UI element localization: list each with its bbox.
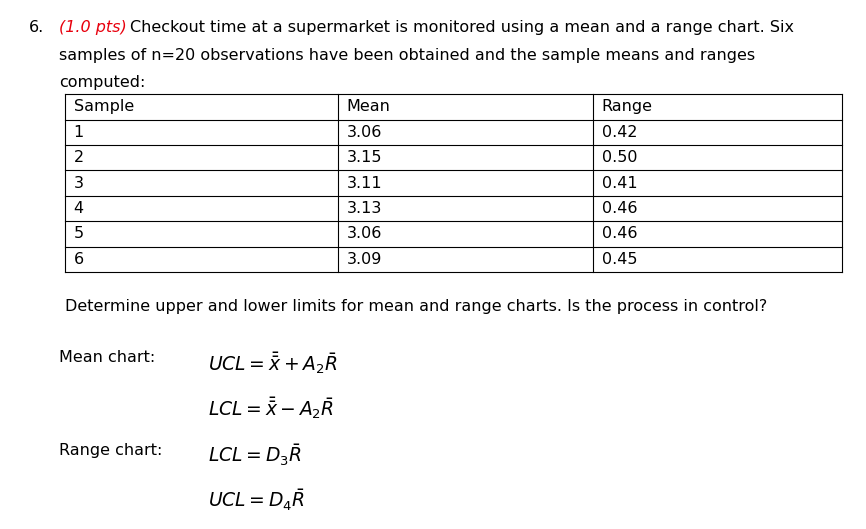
Text: 3.11: 3.11 <box>346 176 382 190</box>
Text: 3.06: 3.06 <box>346 125 382 140</box>
Text: 4: 4 <box>74 201 84 216</box>
Text: $LCL = D_3\bar{R}$: $LCL = D_3\bar{R}$ <box>208 443 301 469</box>
Text: 0.46: 0.46 <box>602 226 637 241</box>
Text: 0.41: 0.41 <box>602 176 637 190</box>
Text: 0.45: 0.45 <box>602 252 637 267</box>
Text: 6: 6 <box>74 252 84 267</box>
Text: Checkout time at a supermarket is monitored using a mean and a range chart. Six: Checkout time at a supermarket is monito… <box>130 20 794 34</box>
Text: 5: 5 <box>74 226 84 241</box>
Text: 3.15: 3.15 <box>346 150 382 165</box>
Text: Mean: Mean <box>346 99 391 114</box>
Text: Mean chart:: Mean chart: <box>59 350 155 364</box>
Text: $UCL = D_4\bar{R}$: $UCL = D_4\bar{R}$ <box>208 488 305 514</box>
Text: 3: 3 <box>74 176 84 190</box>
Text: $LCL = \bar{\bar{x}} - A_2\bar{R}$: $LCL = \bar{\bar{x}} - A_2\bar{R}$ <box>208 395 334 421</box>
Text: (1.0 pts): (1.0 pts) <box>59 20 126 34</box>
Text: 0.46: 0.46 <box>602 201 637 216</box>
Text: Determine upper and lower limits for mean and range charts. Is the process in co: Determine upper and lower limits for mea… <box>65 299 767 314</box>
Text: Range: Range <box>602 99 653 114</box>
Text: 3.13: 3.13 <box>346 201 382 216</box>
Text: 3.06: 3.06 <box>346 226 382 241</box>
Text: 0.50: 0.50 <box>602 150 637 165</box>
Text: Sample: Sample <box>74 99 134 114</box>
Text: 6.: 6. <box>29 20 44 34</box>
Text: 1: 1 <box>74 125 84 140</box>
Text: $UCL = \bar{\bar{x}} + A_2\bar{R}$: $UCL = \bar{\bar{x}} + A_2\bar{R}$ <box>208 350 337 376</box>
Text: 2: 2 <box>74 150 84 165</box>
Text: samples of n=20 observations have been obtained and the sample means and ranges: samples of n=20 observations have been o… <box>59 48 755 62</box>
Text: 3.09: 3.09 <box>346 252 382 267</box>
Text: 0.42: 0.42 <box>602 125 637 140</box>
Text: computed:: computed: <box>59 75 145 90</box>
Text: Range chart:: Range chart: <box>59 443 162 458</box>
